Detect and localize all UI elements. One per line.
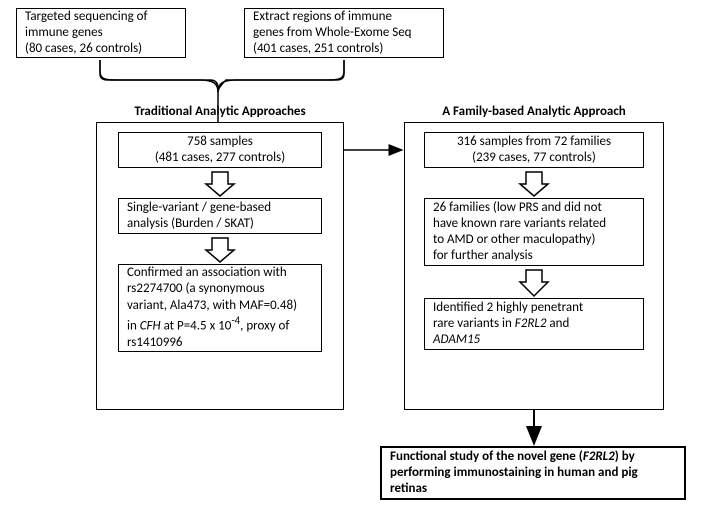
arrow-top-to-left: [0, 0, 714, 517]
hollow-arrow-l1: [206, 172, 234, 196]
hollow-arrow-r1: [520, 172, 548, 196]
hollow-arrow-r2: [520, 270, 548, 296]
hollow-arrow-l2: [206, 238, 234, 262]
